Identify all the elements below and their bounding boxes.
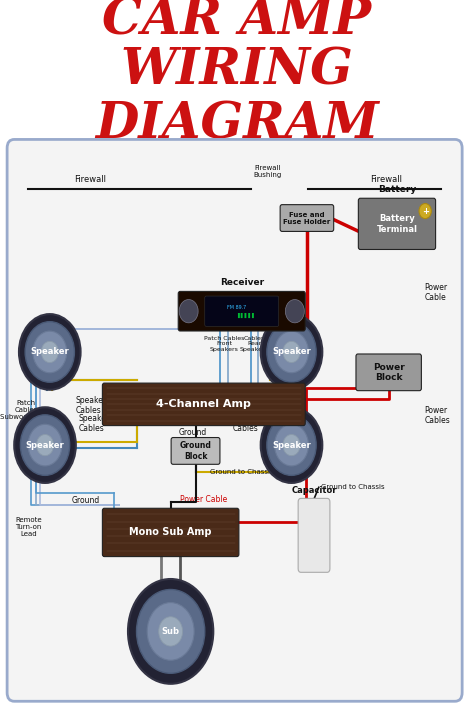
FancyBboxPatch shape <box>205 296 279 327</box>
Text: Sub: Sub <box>162 627 180 636</box>
Circle shape <box>33 331 67 373</box>
Circle shape <box>261 314 322 390</box>
Circle shape <box>147 603 194 660</box>
FancyBboxPatch shape <box>102 508 239 557</box>
Circle shape <box>25 322 74 382</box>
Text: Remote
Turn-on
Lead: Remote Turn-on Lead <box>270 336 294 352</box>
Circle shape <box>19 314 81 390</box>
Text: +: + <box>422 207 428 216</box>
Text: Speaker: Speaker <box>30 347 69 356</box>
Text: Battery
Terminal: Battery Terminal <box>376 214 418 234</box>
Circle shape <box>267 322 316 382</box>
Text: Power
Block: Power Block <box>373 363 404 382</box>
Text: Firewall: Firewall <box>370 175 402 185</box>
Text: Capacitor: Capacitor <box>292 486 337 495</box>
FancyBboxPatch shape <box>358 198 436 249</box>
Text: Speaker
Cables: Speaker Cables <box>78 414 109 433</box>
Text: FM 89.7: FM 89.7 <box>228 305 246 310</box>
Text: ▌▌▌▌▌: ▌▌▌▌▌ <box>237 313 256 318</box>
Text: Ground to Chassis: Ground to Chassis <box>210 469 273 475</box>
Text: Speaker: Speaker <box>272 347 311 356</box>
Text: Ground to Chassis: Ground to Chassis <box>321 484 385 491</box>
FancyBboxPatch shape <box>356 354 421 391</box>
Text: Remote
Turn-on
Lead: Remote Turn-on Lead <box>15 517 42 537</box>
Circle shape <box>283 435 300 456</box>
Circle shape <box>285 300 304 323</box>
Text: DIAGRAM: DIAGRAM <box>95 100 379 150</box>
Text: 4-Channel Amp: 4-Channel Amp <box>156 399 251 410</box>
Text: Speaker: Speaker <box>26 441 64 449</box>
Text: Battery: Battery <box>378 185 416 194</box>
Text: Power Cable: Power Cable <box>180 495 228 503</box>
Text: Power
Cable: Power Cable <box>424 283 447 302</box>
Text: Fuse and
Fuse Holder: Fuse and Fuse Holder <box>283 212 330 224</box>
Text: Firewall
Bushing: Firewall Bushing <box>254 165 282 178</box>
Circle shape <box>274 425 309 466</box>
FancyBboxPatch shape <box>298 498 330 572</box>
Text: Ground: Ground <box>179 428 207 437</box>
Circle shape <box>261 408 322 483</box>
Circle shape <box>283 342 300 363</box>
Text: Speaker
Cables: Speaker Cables <box>227 414 258 433</box>
Circle shape <box>14 408 76 483</box>
Circle shape <box>41 342 58 363</box>
Text: Receiver: Receiver <box>219 278 264 287</box>
Circle shape <box>137 589 205 673</box>
Circle shape <box>159 617 182 646</box>
Text: Patch
Cables
Subwoofer Out: Patch Cables Subwoofer Out <box>0 400 52 420</box>
Text: CAR AMP: CAR AMP <box>102 0 372 46</box>
Text: Cables
Rear
Speakers: Cables Rear Speakers <box>240 336 269 352</box>
Text: Speaker: Speaker <box>272 441 311 449</box>
FancyBboxPatch shape <box>7 139 462 701</box>
Text: Ground: Ground <box>71 496 100 505</box>
Circle shape <box>179 300 198 323</box>
FancyBboxPatch shape <box>102 383 305 425</box>
Text: Mono Sub Amp: Mono Sub Amp <box>129 528 212 537</box>
FancyBboxPatch shape <box>280 204 334 231</box>
Circle shape <box>128 579 213 684</box>
Text: Patch Cables
Front
Speakers: Patch Cables Front Speakers <box>204 336 245 352</box>
Text: Firewall: Firewall <box>74 175 106 185</box>
Text: Ground
Block: Ground Block <box>180 441 211 461</box>
Text: WIRING: WIRING <box>120 46 354 96</box>
Circle shape <box>274 331 309 373</box>
Circle shape <box>36 435 54 456</box>
Circle shape <box>20 415 70 476</box>
Circle shape <box>419 204 431 219</box>
Text: Speaker
Cables: Speaker Cables <box>76 395 107 415</box>
Circle shape <box>28 425 62 466</box>
Circle shape <box>267 415 316 476</box>
Text: Power
Cables: Power Cables <box>424 406 450 425</box>
FancyBboxPatch shape <box>171 437 220 464</box>
FancyBboxPatch shape <box>178 291 305 331</box>
Text: Speaker
Cables: Speaker Cables <box>261 395 292 415</box>
